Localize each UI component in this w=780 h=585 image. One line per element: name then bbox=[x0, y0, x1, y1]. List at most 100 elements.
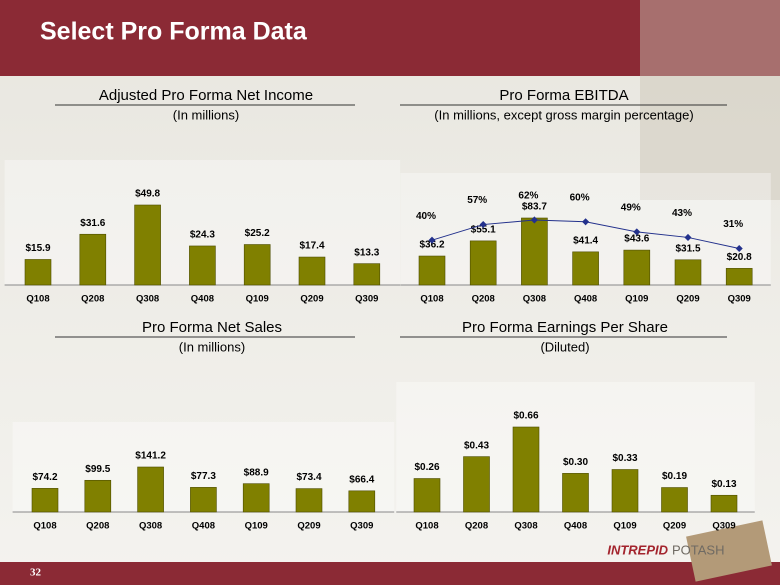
data-label: $17.4 bbox=[299, 241, 324, 252]
bar bbox=[572, 251, 599, 286]
data-label: $0.30 bbox=[563, 457, 588, 468]
bar bbox=[190, 487, 217, 513]
header-photo bbox=[640, 0, 780, 200]
bar bbox=[469, 240, 497, 286]
charts: Adjusted Pro Forma Net Income (In million… bbox=[4, 87, 771, 532]
margin-point bbox=[530, 216, 538, 224]
data-label: $0.13 bbox=[711, 479, 736, 490]
x-tick-label: Q208 bbox=[86, 521, 109, 532]
chart-title: Pro Forma Earnings Per Share bbox=[462, 319, 668, 336]
x-tick-label: Q308 bbox=[523, 294, 546, 305]
data-label: $43.6 bbox=[624, 234, 649, 245]
bar bbox=[710, 494, 738, 513]
margin-point bbox=[479, 221, 487, 229]
margin-label: 31% bbox=[723, 219, 743, 230]
bar bbox=[353, 263, 381, 286]
x-tick-label: Q208 bbox=[465, 521, 488, 532]
data-label: $13.3 bbox=[354, 247, 379, 258]
chart-title: Pro Forma EBITDA bbox=[499, 87, 628, 104]
bar bbox=[295, 488, 323, 513]
bar bbox=[611, 469, 639, 513]
bar bbox=[79, 233, 107, 286]
data-label: $31.5 bbox=[675, 243, 700, 254]
margin-point bbox=[582, 218, 590, 226]
header-band bbox=[0, 0, 780, 76]
x-tick-label: Q209 bbox=[663, 521, 686, 532]
chart-title: Adjusted Pro Forma Net Income bbox=[99, 87, 313, 104]
data-label: $49.8 bbox=[135, 189, 160, 200]
data-label: $24.3 bbox=[190, 230, 215, 241]
x-tick-label: Q309 bbox=[728, 294, 751, 305]
data-label: $0.66 bbox=[513, 411, 538, 422]
chart-subtitle: (In millions, except gross margin percen… bbox=[434, 107, 693, 122]
bar bbox=[674, 259, 702, 286]
x-tick-label: Q109 bbox=[625, 294, 648, 305]
data-label: $77.3 bbox=[191, 471, 216, 482]
x-tick-label: Q208 bbox=[472, 294, 495, 305]
bar bbox=[521, 217, 548, 286]
bar bbox=[24, 259, 52, 286]
margin-label: 49% bbox=[621, 203, 641, 214]
logo-box bbox=[686, 520, 772, 582]
data-label: $36.2 bbox=[419, 240, 444, 251]
x-tick-label: Q208 bbox=[81, 294, 104, 305]
x-tick-label: Q108 bbox=[33, 521, 56, 532]
bar bbox=[31, 488, 59, 513]
bar bbox=[189, 245, 216, 286]
bar bbox=[413, 478, 441, 513]
data-label: $0.19 bbox=[662, 471, 687, 482]
bar bbox=[348, 490, 376, 513]
x-tick-label: Q108 bbox=[26, 294, 49, 305]
margin-point bbox=[428, 236, 436, 244]
chart-subtitle: (In millions) bbox=[179, 339, 245, 354]
slide-title: Select Pro Forma Data bbox=[40, 18, 308, 46]
bar bbox=[623, 249, 651, 286]
footer-band bbox=[0, 562, 780, 585]
data-label: $0.43 bbox=[464, 440, 489, 451]
data-label: $74.2 bbox=[32, 472, 57, 483]
x-tick-label: Q408 bbox=[191, 294, 214, 305]
margin-label: 40% bbox=[416, 211, 436, 222]
x-tick-label: Q108 bbox=[420, 294, 443, 305]
data-label: $83.7 bbox=[522, 202, 547, 213]
x-tick-label: Q308 bbox=[136, 294, 159, 305]
margin-label: 57% bbox=[467, 195, 487, 206]
x-tick-label: Q109 bbox=[613, 521, 636, 532]
bar bbox=[562, 473, 589, 513]
bar bbox=[661, 487, 688, 513]
bar bbox=[243, 244, 271, 286]
bar bbox=[84, 479, 112, 513]
x-tick-label: Q108 bbox=[415, 521, 438, 532]
margin-point bbox=[633, 228, 641, 236]
bar bbox=[512, 426, 540, 513]
data-label: $41.4 bbox=[573, 236, 598, 247]
data-label: $20.8 bbox=[727, 252, 752, 263]
data-label: $0.33 bbox=[612, 453, 637, 464]
x-tick-label: Q309 bbox=[350, 521, 373, 532]
data-label: $99.5 bbox=[85, 464, 110, 475]
x-tick-label: Q109 bbox=[246, 294, 269, 305]
bar bbox=[134, 204, 161, 286]
data-label: $15.9 bbox=[25, 243, 50, 254]
margin-label: 43% bbox=[672, 208, 692, 219]
bar bbox=[418, 255, 446, 286]
logo-text: INTREPID bbox=[607, 542, 668, 557]
x-tick-label: Q209 bbox=[297, 521, 320, 532]
chart-title: Pro Forma Net Sales bbox=[142, 319, 282, 336]
page-number: 32 bbox=[30, 567, 42, 579]
bar bbox=[137, 466, 164, 513]
data-label: $73.4 bbox=[296, 472, 321, 483]
data-label: $31.6 bbox=[80, 218, 105, 229]
data-label: $55.1 bbox=[471, 225, 496, 236]
data-label: $25.2 bbox=[245, 228, 270, 239]
data-label: $66.4 bbox=[349, 474, 374, 485]
bar bbox=[298, 256, 326, 286]
margin-point bbox=[684, 233, 692, 241]
x-tick-label: Q308 bbox=[514, 521, 537, 532]
margin-label: 60% bbox=[570, 192, 590, 203]
x-tick-label: Q309 bbox=[712, 521, 735, 532]
x-tick-label: Q408 bbox=[574, 294, 597, 305]
bar bbox=[725, 268, 753, 286]
